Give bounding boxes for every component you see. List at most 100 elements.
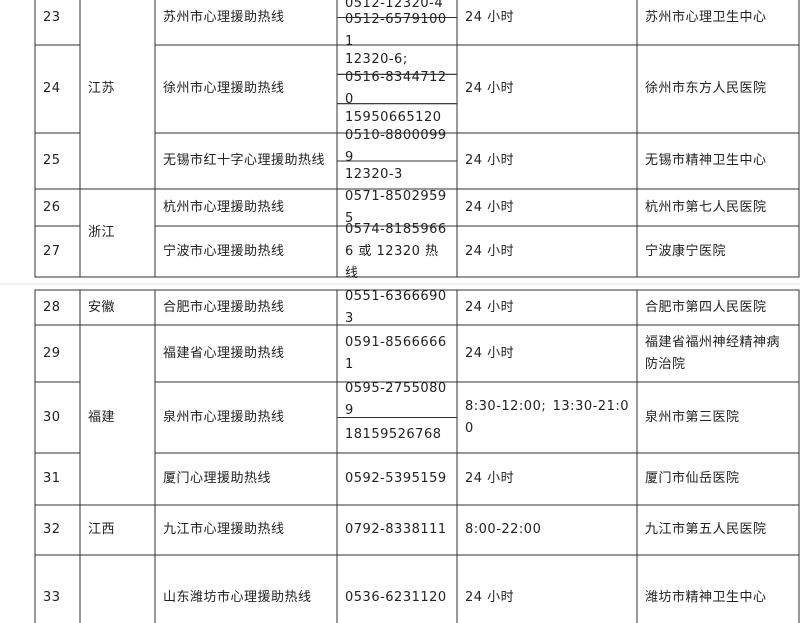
row-number-cell: 29 bbox=[35, 325, 80, 382]
phone-cell: 12320-3 bbox=[337, 161, 457, 189]
row-number-cell: 32 bbox=[35, 505, 80, 555]
hotline-name: 无锡市红十字心理援助热线 bbox=[163, 153, 326, 168]
phone: 0512-12320-4 bbox=[345, 0, 444, 11]
hours: 24 小时 bbox=[465, 199, 515, 215]
row-number-cell: 27 bbox=[35, 226, 80, 277]
province-cell: 浙江 bbox=[80, 189, 155, 277]
hotline-name: 厦门心理援助热线 bbox=[163, 471, 272, 486]
phone-cell: 18159526768 bbox=[337, 418, 457, 454]
hours-cell: 24 小时 bbox=[457, 290, 637, 325]
province: 江西 bbox=[88, 522, 116, 537]
province-cell: 福建 bbox=[80, 382, 155, 453]
organization-cell: 合肥市第四人民医院 bbox=[637, 290, 799, 325]
hours-cell: 24 小时 bbox=[457, 453, 637, 505]
phone: 0595-27550809 bbox=[345, 380, 447, 418]
phone-border bbox=[336, 225, 458, 278]
row-number: 28 bbox=[43, 299, 61, 315]
phone: 0571-85029595 bbox=[345, 188, 447, 226]
hours-cell: 8:00-22:00 bbox=[457, 505, 637, 555]
organization-cell: 厦门市仙岳医院 bbox=[637, 453, 799, 505]
phone: 15950665120 bbox=[345, 110, 442, 126]
organization-cell: 潍坊市精神卫生中心 bbox=[637, 555, 799, 623]
province: 浙江 bbox=[88, 225, 116, 240]
phone-cell: 12320-6; bbox=[337, 45, 457, 74]
phone-cell: 0512-12320-4 bbox=[337, 0, 457, 18]
row-number: 31 bbox=[43, 471, 61, 486]
organization: 潍坊市精神卫生中心 bbox=[645, 589, 767, 605]
phone: 0536-6231120 bbox=[345, 589, 447, 605]
row-number-cell: 28 bbox=[35, 290, 80, 325]
row-number: 29 bbox=[43, 345, 61, 361]
organization: 徐州市东方人民医院 bbox=[645, 81, 767, 96]
hours-cell: 24 小时 bbox=[457, 189, 637, 226]
row-number: 25 bbox=[43, 153, 61, 168]
province-cell: 江西 bbox=[80, 505, 155, 555]
organization-cell: 杭州市第七人民医院 bbox=[637, 189, 799, 226]
row-number: 33 bbox=[43, 589, 61, 605]
province-border bbox=[79, 188, 156, 278]
organization-cell: 九江市第五人民医院 bbox=[637, 505, 799, 555]
phone-cell: 0595-27550809 bbox=[337, 381, 457, 418]
organization: 宁波康宁医院 bbox=[645, 243, 727, 259]
phone: 0512-65791001 bbox=[345, 12, 447, 50]
hours: 24 小时 bbox=[465, 81, 515, 96]
row-number-cell: 30 bbox=[35, 382, 80, 453]
hours: 24 小时 bbox=[465, 9, 515, 25]
hotline-name: 合肥市心理援助热线 bbox=[163, 299, 285, 315]
hotline-name-cell: 宁波市心理援助热线 bbox=[155, 226, 337, 277]
hours: 24 小时 bbox=[465, 299, 515, 315]
phone-cell: 0792-8338111 bbox=[337, 505, 457, 555]
organization: 苏州市心理卫生中心 bbox=[645, 9, 767, 25]
phone-cell: 0551-63666903 bbox=[337, 289, 457, 326]
phone-cell: 15950665120 bbox=[337, 104, 457, 133]
hours-cell: 24 小时 bbox=[457, 45, 637, 133]
hours: 24 小时 bbox=[465, 471, 515, 486]
hotline-name: 福建省心理援助热线 bbox=[163, 345, 285, 361]
hotline-name-cell: 合肥市心理援助热线 bbox=[155, 290, 337, 325]
row-number: 24 bbox=[43, 81, 61, 96]
hotline-name-cell: 杭州市心理援助热线 bbox=[155, 189, 337, 226]
phone-cell: 0516-83447120 bbox=[337, 70, 457, 107]
province: 江苏 bbox=[88, 81, 116, 96]
row-number: 23 bbox=[43, 9, 61, 25]
organization: 合肥市第四人民医院 bbox=[645, 299, 767, 315]
phone: 18159526768 bbox=[345, 427, 442, 443]
org-border bbox=[636, 225, 800, 278]
hours: 8:00-22:00 bbox=[465, 522, 542, 537]
organization-cell: 无锡市精神卫生中心 bbox=[637, 133, 799, 189]
province: 安徽 bbox=[88, 299, 116, 315]
row-number-cell: 23 bbox=[35, 0, 80, 45]
organization: 泉州市第三医院 bbox=[645, 409, 740, 425]
hours-cell: 24 小时 bbox=[457, 0, 637, 45]
phone: 0510-88000999 bbox=[345, 128, 447, 165]
row-number-cell: 26 bbox=[35, 189, 80, 226]
hours-cell: 24 小时 bbox=[457, 133, 637, 189]
org-border bbox=[636, 554, 800, 623]
hotline-name-cell: 福建省心理援助热线 bbox=[155, 325, 337, 382]
hotline-name-cell: 山东潍坊市心理援助热线 bbox=[155, 555, 337, 623]
organization: 九江市第五人民医院 bbox=[645, 522, 767, 537]
phone: 12320-6; bbox=[345, 51, 408, 67]
row-number: 26 bbox=[43, 199, 61, 215]
hotline-name: 杭州市心理援助热线 bbox=[163, 199, 285, 215]
hours-cell: 24 小时 bbox=[457, 325, 637, 382]
hotline-name-cell: 无锡市红十字心理援助热线 bbox=[155, 133, 337, 189]
phone-cell: 0574-81859666 或 12320 热线 bbox=[337, 222, 457, 281]
hotline-name-cell: 徐州市心理援助热线 bbox=[155, 45, 337, 133]
hours: 8:30-12:00; 13:30-21:00 bbox=[465, 398, 629, 436]
organization-cell: 徐州市东方人民医院 bbox=[637, 45, 799, 133]
hotline-name: 徐州市心理援助热线 bbox=[163, 81, 285, 96]
phone: 0551-63666903 bbox=[345, 288, 447, 326]
phone: 0792-8338111 bbox=[345, 522, 447, 537]
hotline-name-cell: 泉州市心理援助热线 bbox=[155, 382, 337, 453]
phone-cell: 0591-85666661 bbox=[337, 325, 457, 382]
hotline-name: 泉州市心理援助热线 bbox=[163, 409, 285, 425]
hotline-name-cell: 九江市心理援助热线 bbox=[155, 505, 337, 555]
province: 福建 bbox=[88, 409, 116, 425]
phone-cell: 0571-85029595 bbox=[337, 189, 457, 226]
hours: 24 小时 bbox=[465, 153, 515, 168]
phone: 0516-83447120 bbox=[345, 70, 447, 107]
row-number-cell: 31 bbox=[35, 453, 80, 505]
